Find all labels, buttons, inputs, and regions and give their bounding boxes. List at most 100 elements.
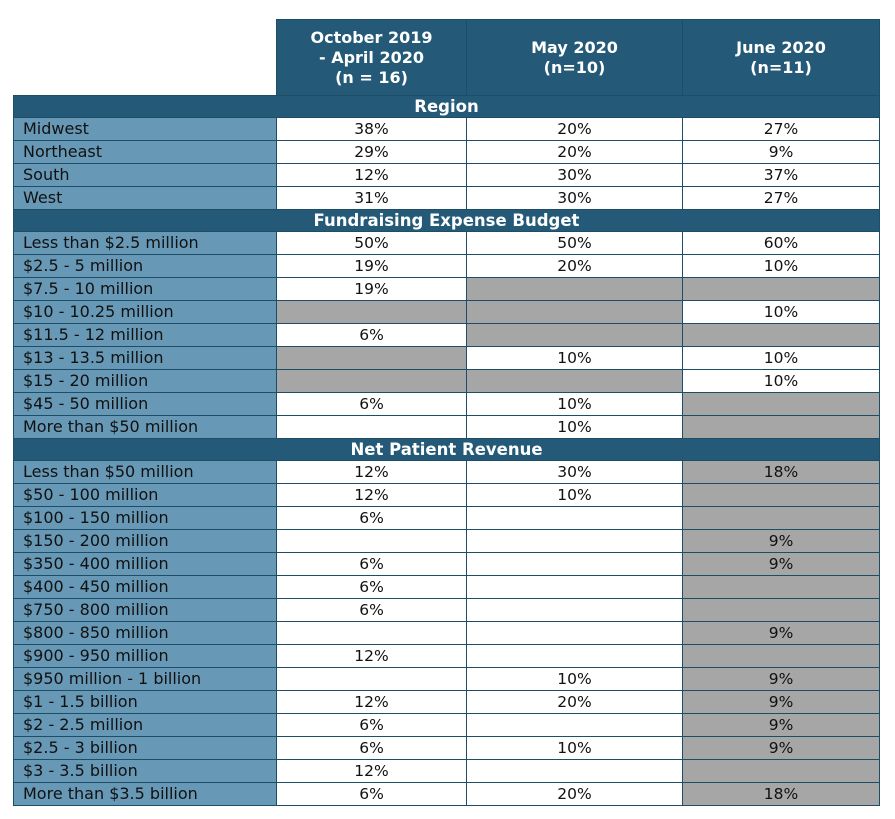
row-label: South: [13, 163, 277, 187]
row-label: Less than $50 million: [13, 460, 277, 484]
value-cell: 9%: [682, 667, 880, 691]
value-cell: 12%: [276, 460, 467, 484]
table-row: $100 - 150 million 6%: [13, 506, 880, 530]
table-row: Less than $50 million 12% 30% 18%: [13, 460, 880, 484]
section-title: Fundraising Expense Budget: [13, 209, 880, 232]
table-row: $15 - 20 million 10%: [13, 369, 880, 393]
row-label: $2.5 - 5 million: [13, 254, 277, 278]
value-cell: 12%: [276, 759, 467, 783]
row-label: $400 - 450 million: [13, 575, 277, 599]
value-cell: [276, 415, 467, 439]
value-cell: 9%: [682, 621, 880, 645]
row-label: $900 - 950 million: [13, 644, 277, 668]
value-cell: 29%: [276, 140, 467, 164]
section-header-row: Net Patient Revenue: [13, 438, 880, 461]
value-cell: [682, 644, 880, 668]
value-cell: 37%: [682, 163, 880, 187]
value-cell: 10%: [682, 369, 880, 393]
table-row: $1 - 1.5 billion 12% 20% 9%: [13, 690, 880, 714]
value-cell: [276, 346, 467, 370]
value-cell: 31%: [276, 186, 467, 210]
value-cell: [466, 621, 683, 645]
value-cell: [682, 277, 880, 301]
value-cell: [276, 621, 467, 645]
column-header-line: (n=10): [543, 57, 606, 77]
row-label: $950 million - 1 billion: [13, 667, 277, 691]
value-cell: [276, 667, 467, 691]
value-cell: 12%: [276, 163, 467, 187]
value-cell: 20%: [466, 782, 683, 806]
value-cell: 19%: [276, 277, 467, 301]
table-row: More than $3.5 billion 6% 20% 18%: [13, 782, 880, 806]
value-cell: 10%: [466, 415, 683, 439]
value-cell: [682, 323, 880, 347]
section-title: Region: [13, 95, 880, 118]
value-cell: 50%: [276, 231, 467, 255]
row-label: $10 - 10.25 million: [13, 300, 277, 324]
table-row: $50 - 100 million 12% 10%: [13, 483, 880, 507]
value-cell: [466, 529, 683, 553]
value-cell: 10%: [466, 483, 683, 507]
survey-table: October 2019 - April 2020 (n = 16) May 2…: [13, 19, 880, 806]
value-cell: 10%: [466, 392, 683, 416]
section-title: Net Patient Revenue: [13, 438, 880, 461]
column-header-line: May 2020: [531, 37, 618, 57]
table-row: More than $50 million 10%: [13, 415, 880, 439]
value-cell: [466, 323, 683, 347]
value-cell: 6%: [276, 552, 467, 576]
row-label: More than $50 million: [13, 415, 277, 439]
table-row: $11.5 - 12 million 6%: [13, 323, 880, 347]
value-cell: [276, 369, 467, 393]
value-cell: 30%: [466, 163, 683, 187]
value-cell: 12%: [276, 483, 467, 507]
value-cell: 27%: [682, 186, 880, 210]
table-row: $10 - 10.25 million 10%: [13, 300, 880, 324]
value-cell: 6%: [276, 713, 467, 737]
header-row: October 2019 - April 2020 (n = 16) May 2…: [13, 19, 880, 96]
value-cell: 6%: [276, 506, 467, 530]
value-cell: [682, 483, 880, 507]
row-label: Midwest: [13, 117, 277, 141]
table-row: $350 - 400 million 6% 9%: [13, 552, 880, 576]
value-cell: 6%: [276, 736, 467, 760]
table-row: Less than $2.5 million 50% 50% 60%: [13, 231, 880, 255]
row-label: $13 - 13.5 million: [13, 346, 277, 370]
table-row: $45 - 50 million 6% 10%: [13, 392, 880, 416]
column-header-line: (n = 16): [335, 67, 408, 87]
row-label: $750 - 800 million: [13, 598, 277, 622]
row-label: $45 - 50 million: [13, 392, 277, 416]
value-cell: [682, 415, 880, 439]
value-cell: [466, 369, 683, 393]
row-label: $100 - 150 million: [13, 506, 277, 530]
value-cell: 10%: [682, 346, 880, 370]
column-header-june2020: June 2020 (n=11): [682, 19, 880, 96]
value-cell: 12%: [276, 690, 467, 714]
value-cell: 9%: [682, 529, 880, 553]
value-cell: 6%: [276, 598, 467, 622]
table-row: $900 - 950 million 12%: [13, 644, 880, 668]
value-cell: 20%: [466, 140, 683, 164]
table-row: $3 - 3.5 billion 12%: [13, 759, 880, 783]
row-label: $350 - 400 million: [13, 552, 277, 576]
value-cell: [466, 644, 683, 668]
column-header-line: (n=11): [750, 57, 812, 77]
section-header-row: Region: [13, 95, 880, 118]
column-header-line: - April 2020: [318, 47, 424, 67]
column-header-line: October 2019: [310, 27, 433, 47]
value-cell: 50%: [466, 231, 683, 255]
value-cell: 30%: [466, 460, 683, 484]
value-cell: [466, 575, 683, 599]
value-cell: [276, 300, 467, 324]
value-cell: 20%: [466, 690, 683, 714]
row-label: $1 - 1.5 billion: [13, 690, 277, 714]
row-label: Less than $2.5 million: [13, 231, 277, 255]
value-cell: [682, 759, 880, 783]
row-label: More than $3.5 billion: [13, 782, 277, 806]
value-cell: 60%: [682, 231, 880, 255]
value-cell: 38%: [276, 117, 467, 141]
value-cell: 10%: [682, 254, 880, 278]
value-cell: 20%: [466, 117, 683, 141]
row-label: $50 - 100 million: [13, 483, 277, 507]
column-header-line: June 2020: [736, 37, 826, 57]
table-body: Region Midwest 38% 20% 27% Northeast 29% 20% 9% S…: [13, 95, 880, 806]
